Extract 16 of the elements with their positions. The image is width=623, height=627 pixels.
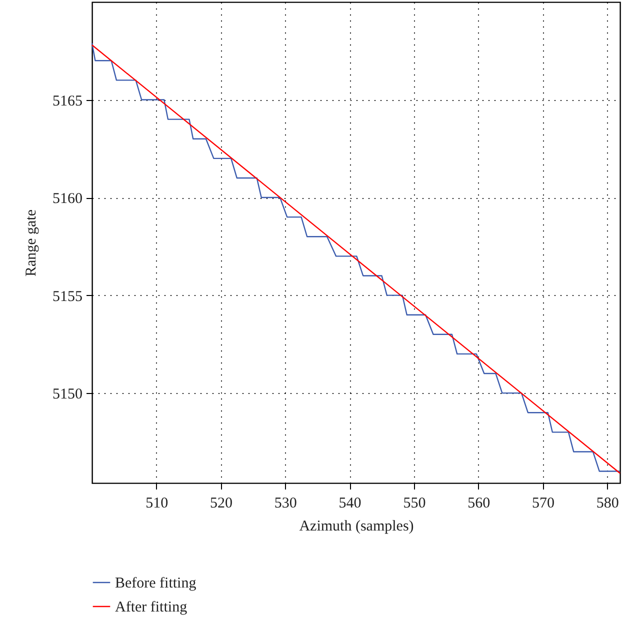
x-axis-title: Azimuth (samples) (299, 518, 414, 534)
y-tick-label: 5165 (52, 93, 82, 110)
x-tick-label: 540 (338, 496, 362, 512)
y-axis-title: Range gate (24, 209, 40, 277)
x-tick-label: 580 (596, 496, 619, 512)
legend-label: Before fitting (115, 576, 197, 592)
legend-label: After fitting (115, 600, 188, 616)
y-tick-label: 5150 (52, 386, 82, 403)
y-tick-label: 5160 (52, 191, 82, 208)
x-tick-label: 520 (210, 496, 233, 512)
x-tick-label: 570 (532, 496, 554, 512)
x-tick-label: 510 (146, 496, 168, 512)
x-tick-label: 560 (468, 496, 490, 512)
y-tick-label: 5155 (52, 288, 82, 305)
x-tick-label: 530 (274, 496, 297, 512)
x-tick-label: 550 (403, 496, 426, 512)
